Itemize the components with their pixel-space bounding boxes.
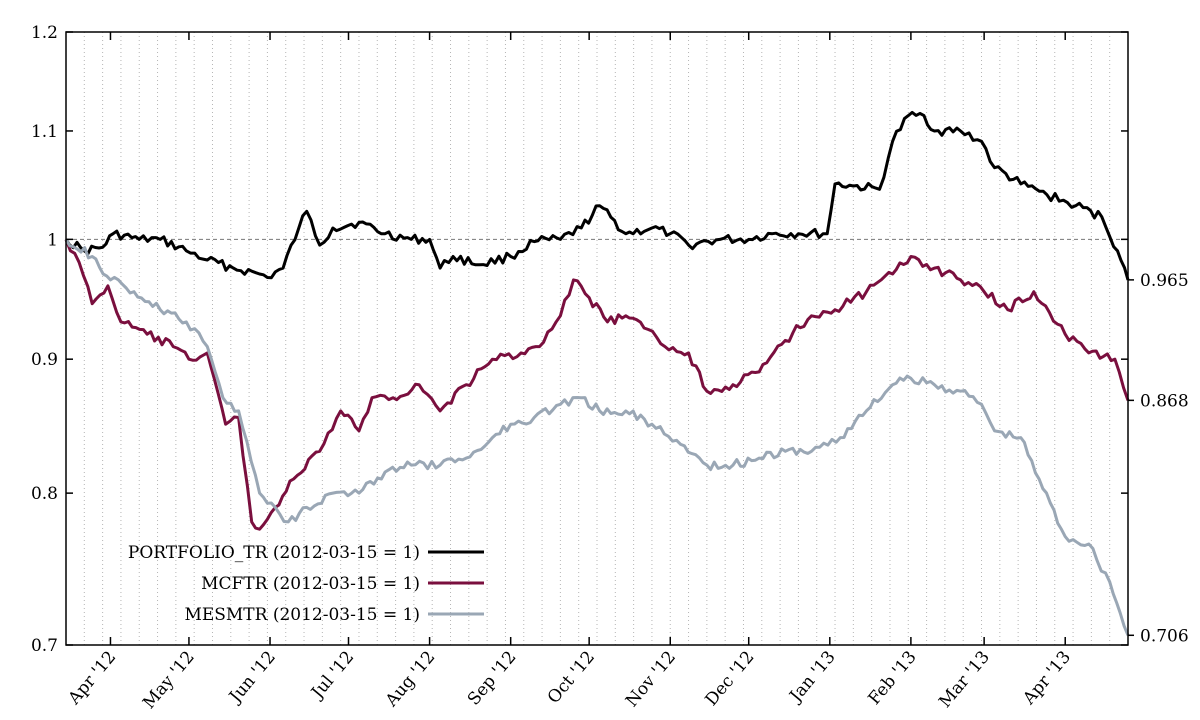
series-line-1 [64,110,1130,281]
y-tick-label: 1.1 [31,122,58,142]
y-tick-label: 0.9 [31,350,58,370]
end-label-1: 0.965 [1140,271,1189,291]
legend-label-1: PORTFOLIO_TR (2012-03-15 = 1) [128,543,420,563]
y-tick-label: 0.7 [31,636,58,656]
end-label-2: 0.868 [1140,391,1189,411]
end-label-3: 0.706 [1140,626,1189,646]
y-tick-label: 1.2 [31,23,58,43]
series-lines [64,110,1130,636]
series-end-labels: 0.965 0.868 0.706 [1128,271,1189,646]
y-tick-label: 0.8 [31,484,58,504]
plot-frame [65,31,1129,646]
y-axis: 1.2 1.1 1 0.9 0.8 0.7 [31,23,1128,656]
legend-label-2: MCFTR (2012-03-15 = 1) [201,574,420,594]
legend: PORTFOLIO_TR (2012-03-15 = 1) MCFTR (2012… [128,543,484,625]
series-line-2 [64,238,1130,531]
legend-label-3: MESMTR (2012-03-15 = 1) [184,605,420,625]
y-tick-label: 1 [47,230,58,250]
series-line-3 [64,238,1130,636]
